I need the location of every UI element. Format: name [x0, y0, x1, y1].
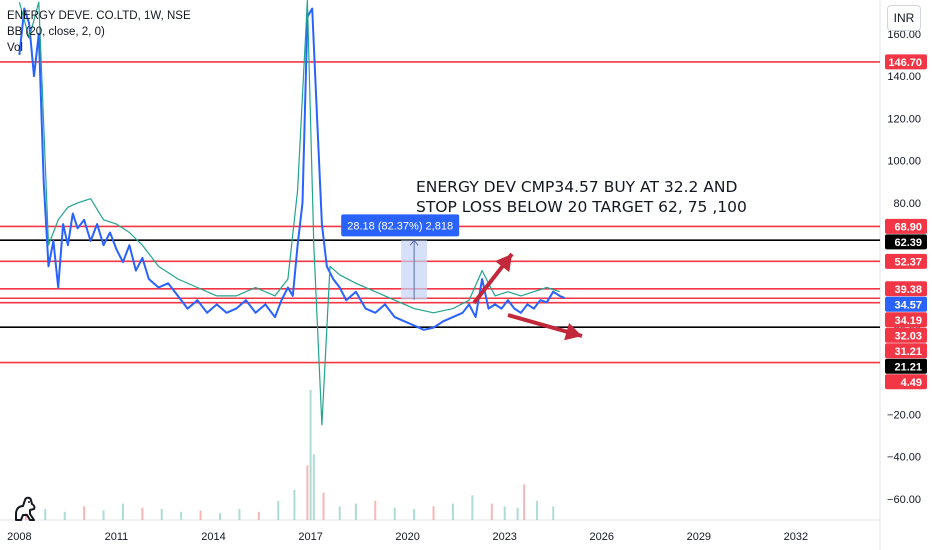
currency-button[interactable]: INR [887, 5, 921, 31]
volume-bar [536, 500, 539, 520]
volume-bar [199, 510, 202, 520]
y-axis: 160.00140.00120.00100.0080.0060.0040.002… [885, 29, 927, 506]
x-tick-label: 2026 [590, 531, 614, 543]
bb-indicator-label[interactable]: BB (20, close, 2, 0) [7, 26, 105, 38]
horizontal-levels [0, 61, 880, 364]
measure-badge [341, 214, 460, 237]
price-badge-label: 34.19 [894, 315, 922, 327]
y-tick-label: 140.00 [887, 71, 921, 83]
price-badge-label: 68.90 [894, 221, 922, 233]
volume-bar [83, 506, 86, 520]
chart-grid [0, 0, 881, 550]
price-badge [885, 358, 927, 374]
y-tick-label: −40.00 [887, 452, 921, 464]
volume-bar [63, 511, 66, 520]
tradingview-logo-icon[interactable] [12, 494, 42, 522]
price-badge [885, 253, 927, 269]
price-badge [885, 54, 927, 70]
price-badge-label: 62.39 [894, 237, 922, 249]
price-badge [885, 218, 927, 234]
x-tick-label: 2011 [105, 531, 129, 543]
x-axis: 2008 2011 2014 2017 2020 2023 2026 2029 2032 [7, 531, 808, 543]
volume-bar [523, 484, 526, 520]
volume-bar [393, 507, 396, 520]
y-tick-label: 100.00 [887, 156, 921, 168]
volume-indicator-label[interactable]: Vol [7, 42, 23, 54]
price-badge [885, 234, 927, 250]
price-badge [885, 374, 927, 390]
volume-bar [471, 495, 474, 520]
volume-bar [413, 509, 416, 520]
price-badge-label: 32.03 [894, 330, 922, 342]
volume-bar [338, 506, 341, 520]
volume-bar [432, 506, 435, 520]
x-tick-label: 2020 [395, 531, 419, 543]
volume-bar [121, 503, 124, 520]
volume-bar [238, 509, 241, 520]
annotation-arrows [472, 252, 583, 341]
annotation-line-1: ENERGY DEV CMP34.57 BUY AT 32.2 AND [416, 178, 737, 196]
price-range-measure: 28.18 (82.37%) 2,818 [341, 214, 460, 300]
volume-bar [354, 503, 357, 520]
price-badge [885, 327, 927, 343]
volume-bar [503, 506, 506, 520]
symbol-title[interactable]: ENERGY DEVE. CO.LTD, 1W, NSE [7, 10, 191, 22]
price-badge-label: 34.57 [894, 299, 922, 311]
measure-label: 28.18 (82.37%) 2,818 [347, 220, 453, 232]
price-badge-label: 31.21 [894, 346, 922, 358]
chart-legend: ENERGY DEVE. CO.LTD, 1W, NSE BB (20, clo… [7, 8, 191, 56]
x-tick-label: 2017 [298, 531, 322, 543]
volume-bar [24, 513, 27, 520]
price-badge [885, 343, 927, 359]
volume-bar [277, 500, 280, 520]
volume-bar [293, 489, 296, 520]
measure-arrowhead [409, 239, 419, 246]
price-line [18, 7, 565, 331]
y-tick-label: 80.00 [893, 198, 921, 210]
volume-bar [490, 503, 493, 520]
x-tick-label: 2029 [687, 531, 711, 543]
price-badge [885, 281, 927, 297]
x-tick-label: 2023 [492, 531, 516, 543]
price-badge [885, 296, 927, 312]
x-tick-label: 2008 [7, 531, 31, 543]
up-arrow-head [495, 254, 512, 273]
price-badge-label: 4.49 [901, 377, 922, 389]
volume-bar [141, 507, 144, 520]
volume-bar [312, 454, 315, 520]
volume-bar [44, 509, 47, 520]
price-series [18, 0, 565, 426]
volume-bar [180, 511, 183, 520]
volume-bars [24, 390, 555, 520]
volume-bar [322, 492, 325, 520]
volume-bar [374, 500, 377, 520]
price-badge [885, 312, 927, 328]
volume-bar [219, 513, 221, 520]
price-badge-label: 52.37 [894, 256, 922, 268]
volume-bar [102, 510, 105, 520]
price-badge-label: 39.38 [894, 284, 922, 296]
volume-bar [306, 465, 309, 520]
volume-bar [451, 503, 454, 520]
y-tick-label: −20.00 [887, 409, 921, 421]
bollinger-band-line [18, 0, 560, 426]
x-tick-label: 2032 [784, 531, 808, 543]
y-tick-label: 160.00 [887, 29, 921, 41]
volume-bar [552, 506, 555, 520]
volume-bar [160, 509, 163, 520]
annotation-text-group: ENERGY DEV CMP34.57 BUY AT 32.2 AND STOP … [416, 178, 747, 216]
y-tick-label: −60.00 [887, 494, 921, 506]
down-arrow-head [564, 322, 582, 341]
volume-bar [516, 507, 519, 520]
volume-bar [257, 511, 260, 520]
annotation-line-2: STOP LOSS BELOW 20 TARGET 62, 75 ,100 [416, 198, 747, 216]
y-tick-label: 120.00 [887, 113, 921, 125]
volume-bar [309, 390, 312, 520]
price-badge-label: 146.70 [888, 57, 922, 69]
price-badge-label: 21.21 [894, 361, 922, 373]
x-tick-label: 2014 [201, 531, 225, 543]
